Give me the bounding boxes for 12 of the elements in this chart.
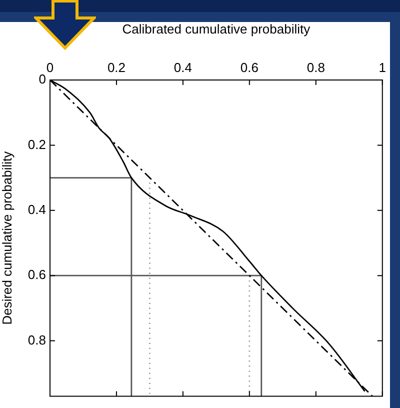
x-tick-label: 0.6	[240, 60, 258, 75]
x-tick-label: 0.2	[107, 60, 126, 75]
x-axis-title: Calibrated cumulative probability	[122, 21, 311, 36]
y-tick-label: 0.2	[28, 136, 46, 152]
y-axis-title: Desired cumulative probability	[0, 150, 14, 325]
x-tick-label: 0.8	[306, 60, 325, 75]
y-tick-label: 0.6	[28, 267, 46, 282]
y-tick-label: 0	[38, 72, 46, 87]
y-tick-label: 0.8	[28, 332, 46, 348]
x-tick-label: 1	[378, 60, 386, 75]
x-tick-label: 0.4	[174, 60, 192, 75]
y-tick-label: 0.4	[28, 202, 46, 217]
